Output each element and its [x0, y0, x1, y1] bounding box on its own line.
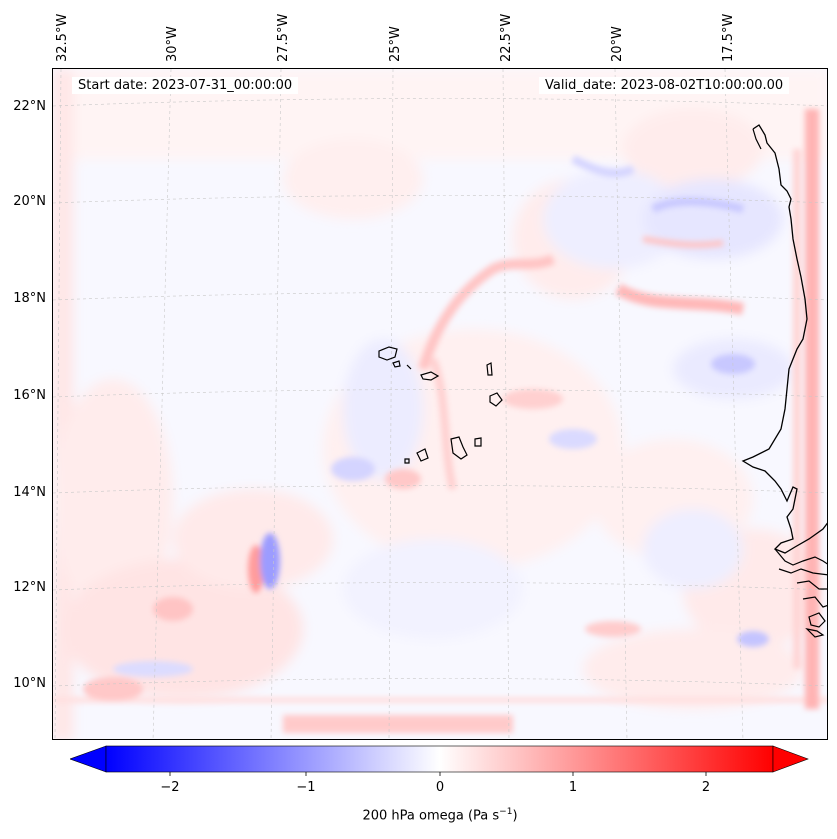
- lat-label-18n: 18°N: [13, 291, 46, 306]
- omega-field-map: [53, 69, 827, 739]
- northern-coastline: [752, 128, 762, 150]
- lat-label-20n: 20°N: [13, 194, 46, 209]
- colorbar-label-prefix: 200 hPa omega (Pa s: [362, 808, 500, 824]
- omega-field-detail: [53, 109, 827, 733]
- guinea-coastline: [774, 548, 827, 638]
- africa-coastline: [741, 124, 827, 554]
- colorbar-gradient: [105, 745, 774, 773]
- colorbar-tick-label: 1: [568, 780, 578, 795]
- lon-label-22-5w: 22.5°W: [499, 13, 514, 62]
- colorbar-tick-marks: [169, 772, 707, 776]
- start-date-label: Start date: 2023-07-31_00:00:00: [72, 77, 299, 94]
- lat-label-16n: 16°N: [13, 388, 46, 403]
- colorbar-min-extend: [70, 745, 107, 773]
- lon-label-25w: 25°W: [388, 26, 403, 62]
- colorbar-max-extend: [772, 745, 809, 773]
- lat-label-14n: 14°N: [13, 485, 46, 500]
- colorbar-tick-label: −2: [160, 780, 180, 795]
- cape-verde-islands: [378, 346, 503, 464]
- map-panel[interactable]: [52, 68, 828, 740]
- colorbar-label-exponent: −1: [499, 807, 513, 817]
- colorbar-label-suffix: ): [512, 808, 518, 824]
- colorbar-label: 200 hPa omega (Pa s−1): [0, 807, 837, 823]
- colorbar-tick-label: 0: [435, 780, 445, 795]
- colorbar-tick-label: 2: [701, 780, 711, 795]
- lon-label-27-5w: 27.5°W: [276, 13, 291, 62]
- lat-label-12n: 12°N: [13, 580, 46, 595]
- valid-date-label: Valid_date: 2023-08-02T10:00:00.00: [539, 77, 790, 94]
- lon-label-30w: 30°W: [165, 26, 180, 62]
- lat-label-10n: 10°N: [13, 676, 46, 691]
- colorbar-tick-label: −1: [296, 780, 316, 795]
- lon-label-32-5w: 32.5°W: [55, 13, 70, 62]
- lat-label-22n: 22°N: [13, 99, 46, 114]
- lon-label-17-5w: 17.5°W: [721, 13, 736, 62]
- lon-label-20w: 20°W: [610, 26, 625, 62]
- map-gridlines: [53, 69, 827, 739]
- colorbar: [70, 745, 809, 776]
